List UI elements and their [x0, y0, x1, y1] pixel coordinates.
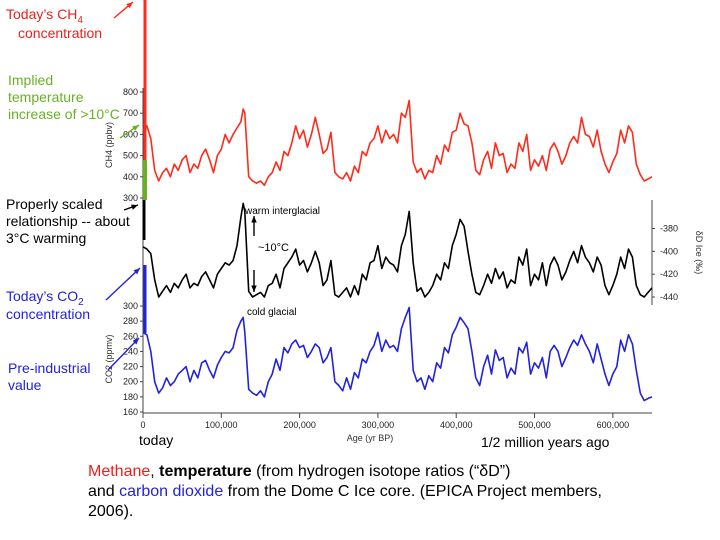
y-axis-label: CO2 (ppmv) [104, 334, 114, 383]
y-tick-label: 500 [123, 151, 138, 161]
figure-caption: Methane, temperature (from hydrogen isot… [88, 462, 648, 522]
caption-rest1: (from hydrogen isotope ratios (“δD”) [251, 463, 511, 480]
y-axis-label: CH4 (ppbv) [104, 122, 114, 168]
today-ch4-sub: 4 [77, 14, 83, 26]
caption-and: and [88, 483, 120, 500]
y-tick-label: 800 [123, 87, 138, 97]
y-tick-label: 300 [123, 193, 138, 203]
co2-concentration-label: concentration [6, 306, 91, 322]
ten-c-arrow-up-head [251, 216, 257, 223]
y-tick-label: 400 [123, 172, 138, 182]
implied-label: Implied temperature increase of >10°C [8, 72, 120, 122]
y-tick-label: 220 [123, 362, 138, 372]
today-co2-text: Today’s CO [6, 288, 79, 304]
caption-co2: carbon dioxide [119, 483, 224, 500]
today-ch4-text: Today’s CH [6, 6, 78, 22]
warm-interglacial-label: warm interglacial [245, 206, 321, 217]
today-co2-label: Today’s CO2 [6, 288, 84, 311]
preindustrial-label: Pre-industrial value [8, 360, 91, 393]
caption-rest2: from the Dome C Ice core. (EPICA Project… [88, 483, 602, 520]
y-tick-label: 240 [123, 346, 138, 356]
y-tick-label: 160 [123, 407, 138, 417]
x-axis-label: Age (yr BP) [347, 433, 394, 443]
y-tick-label: 280 [123, 316, 138, 326]
y-tick-label: 260 [123, 331, 138, 341]
x-tick-label: 600,000 [597, 420, 630, 430]
y-tick-label: 700 [123, 108, 138, 118]
y-tick-label: -380 [660, 224, 678, 234]
scaled-arrow-head [131, 204, 138, 210]
preindustrial-arrow [107, 337, 140, 371]
x-tick-label: 500,000 [518, 420, 551, 430]
co2-today-arrow [105, 267, 141, 301]
y-tick-label: 200 [123, 377, 138, 387]
x-tick-label: 100,000 [205, 420, 238, 430]
series-line-ch4 [142, 99, 653, 187]
co2-today-arrow-head [133, 268, 140, 275]
implied-arrow-head [132, 125, 139, 131]
x-tick-label: 400,000 [440, 420, 473, 430]
series-line-temperature [142, 202, 653, 298]
caption-methane: Methane [88, 463, 151, 480]
y-axis-label: δD Ice (‰) [694, 231, 704, 275]
today-co2-sub: 2 [78, 296, 84, 308]
y-tick-label: 180 [123, 392, 138, 402]
y-tick-label: -420 [660, 269, 678, 279]
y-tick-label: -400 [660, 246, 678, 256]
cold-glacial-label: cold glacial [247, 307, 297, 318]
y-tick-label: -440 [660, 292, 678, 302]
today-label: today [139, 432, 174, 448]
series-line-co2 [142, 306, 653, 402]
x-tick-label: 0 [140, 420, 145, 430]
x-tick-label: 300,000 [362, 420, 395, 430]
ch4-today-arrow-head [126, 2, 133, 9]
half-million-label: 1/2 million years ago [481, 434, 610, 450]
ten-c-arrow-down-head [251, 285, 257, 292]
today-ch4-label: Today’s CH4 [6, 6, 83, 29]
ten-c-label: ~10°C [258, 242, 290, 254]
caption-temperature: temperature [159, 463, 252, 480]
x-tick-label: 200,000 [283, 420, 316, 430]
properly-scaled-label: Properly scaled relationship -- about 3°… [6, 196, 130, 246]
caption-comma: , [150, 463, 160, 480]
ch4-concentration-label: concentration [18, 25, 103, 41]
y-tick-label: 600 [123, 129, 138, 139]
preindustrial-arrow-head [132, 338, 139, 345]
y-tick-label: 300 [123, 301, 138, 311]
